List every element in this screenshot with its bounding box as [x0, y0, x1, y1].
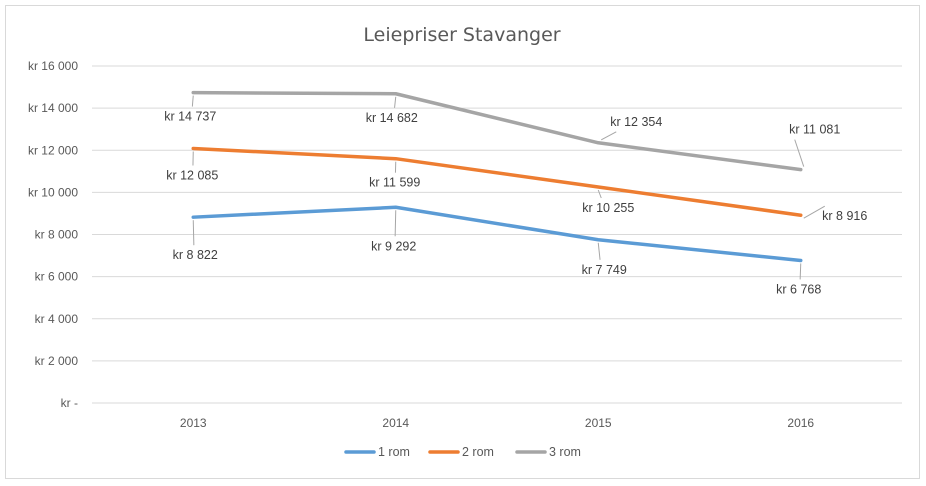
data-label-leader: [601, 131, 617, 141]
data-label: kr 14 682: [366, 111, 418, 125]
x-tick-label: 2015: [585, 416, 612, 430]
y-tick-label: kr 6 000: [35, 270, 79, 284]
data-label: kr 8 916: [822, 209, 867, 223]
data-label: kr 14 737: [164, 110, 216, 124]
legend-label: 3 rom: [549, 445, 581, 459]
data-label: kr 12 085: [166, 168, 218, 182]
y-tick-label: kr 10 000: [28, 185, 78, 199]
y-tick-label: kr 16 000: [28, 59, 78, 73]
x-tick-label: 2014: [382, 416, 409, 430]
y-tick-label: kr 8 000: [35, 228, 79, 242]
data-label: kr 7 749: [582, 263, 627, 277]
gridlines: [92, 65, 902, 404]
series-line: [191, 205, 803, 263]
y-tick-label: kr 12 000: [28, 143, 78, 157]
x-tick-label: 2013: [180, 416, 207, 430]
data-label-leader: [597, 242, 601, 260]
data-label-leaders: [191, 95, 825, 280]
chart-title: Leiepriser Stavanger: [363, 24, 560, 46]
data-label-leader: [192, 220, 195, 246]
legend-label: 2 rom: [462, 445, 494, 459]
data-label-leader: [394, 210, 397, 237]
y-tick-label: kr -: [61, 396, 78, 410]
data-label: kr 11 081: [789, 123, 840, 137]
data-labels: kr 8 822 kr 9 292 kr 7 749 kr 6 768 kr 12 08…: [164, 110, 867, 297]
data-label: kr 6 768: [776, 282, 821, 296]
data-label: kr 12 354: [610, 115, 662, 129]
series-line: [191, 90, 803, 172]
legend: 1 rom 2 rom 3 rom: [344, 445, 581, 459]
data-label-leader: [799, 263, 802, 280]
data-label: kr 9 292: [371, 239, 416, 253]
data-label: kr 8 822: [173, 248, 218, 262]
y-tick-label: kr 14 000: [28, 101, 78, 115]
x-axis-tick-labels: 2013 2014 2015 2016: [180, 416, 815, 430]
series-lines: [191, 90, 803, 263]
legend-label: 1 rom: [378, 445, 410, 459]
data-label: kr 10 255: [582, 201, 634, 215]
y-tick-label: kr 2 000: [35, 354, 79, 368]
x-tick-label: 2016: [787, 416, 814, 430]
data-label-leader: [394, 96, 397, 108]
data-label-leader: [597, 189, 602, 199]
data-label: kr 11 599: [369, 176, 420, 190]
y-axis-tick-labels: kr - kr 2 000 kr 4 000 kr 6 000 kr 8 000 kr 1…: [28, 59, 78, 410]
data-label-leader: [794, 139, 805, 167]
data-label-leader: [191, 95, 194, 107]
chart-frame: [5, 5, 920, 479]
data-label-leader: [803, 205, 825, 219]
y-tick-label: kr 4 000: [35, 312, 79, 326]
series-line: [191, 146, 803, 217]
